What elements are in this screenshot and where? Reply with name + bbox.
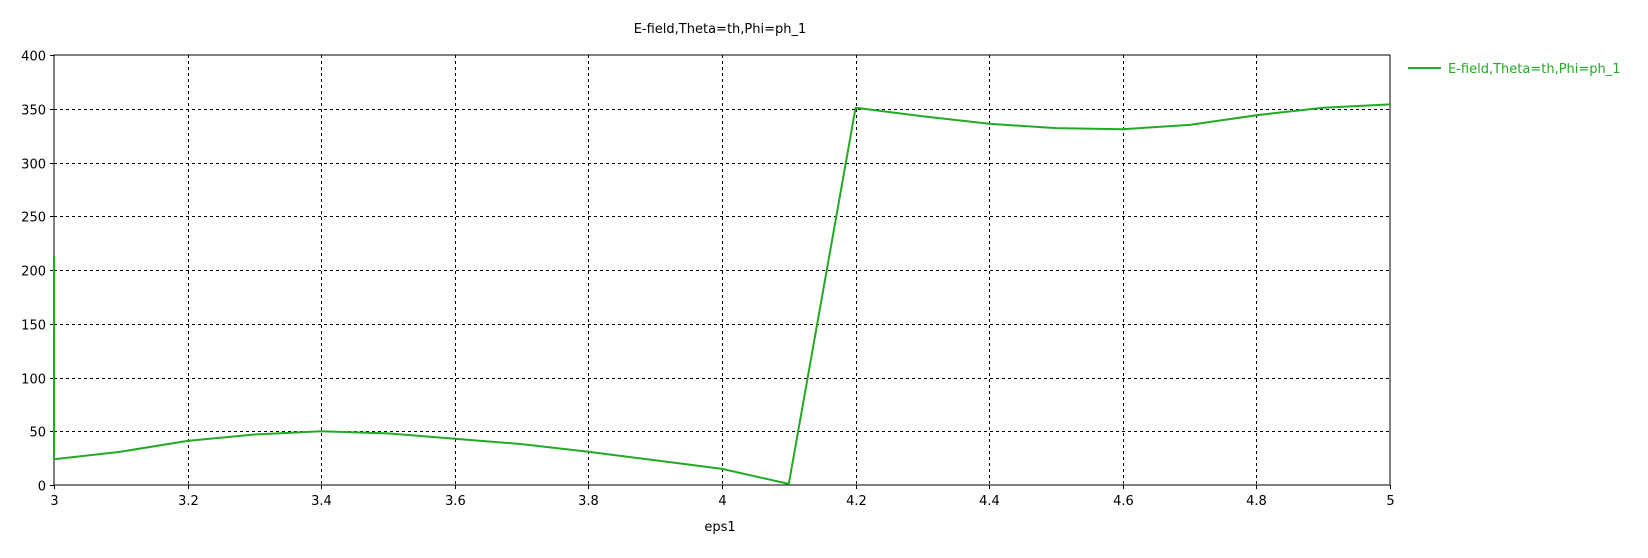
x-tick-label: 3.4 [311, 494, 332, 509]
y-tick-label: 300 [21, 158, 46, 173]
x-tick-label: 3.2 [178, 494, 199, 509]
chart-title: E-field,Theta=th,Phi=ph_1 [634, 22, 807, 37]
series-line [53, 103, 1391, 485]
y-tick-label: 50 [29, 426, 46, 441]
y-tick-label: 0 [38, 480, 46, 495]
legend-label: E-field,Theta=th,Phi=ph_1 [1448, 62, 1621, 77]
y-tick-label: 350 [21, 104, 46, 119]
x-tick-label: 5 [1386, 494, 1394, 509]
x-tick-label: 4.2 [846, 494, 867, 509]
legend[interactable]: E-field,Theta=th,Phi=ph_1 [1408, 62, 1621, 77]
y-tick-label: 250 [21, 211, 46, 226]
x-tick-label: 3.6 [445, 494, 466, 509]
axis-ticks: 3 3.2 3.4 3.6 3.8 4 4.2 4.4 4.6 4.8 50501001502002… [21, 50, 1394, 510]
grid [54, 55, 1390, 485]
y-tick-label: 100 [21, 373, 46, 388]
series-layer [53, 103, 1391, 485]
x-axis-label: eps1 [704, 520, 735, 535]
y-tick-label: 400 [21, 50, 46, 65]
x-tick-label: 3 [50, 494, 58, 509]
x-tick-label: 3.8 [578, 494, 599, 509]
y-tick-label: 200 [21, 265, 46, 280]
x-tick-label: 4.8 [1246, 494, 1267, 509]
x-tick-label: 4.6 [1113, 494, 1134, 509]
y-tick-label: 150 [21, 319, 46, 334]
x-tick-label: 4 [718, 494, 726, 509]
x-tick-label: 4.4 [979, 494, 1000, 509]
